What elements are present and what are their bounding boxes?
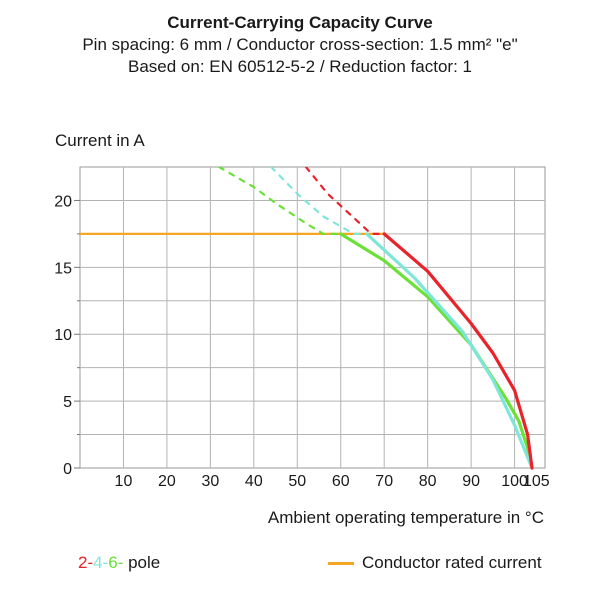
chart-subtitle-2: Based on: EN 60512-5-2 / Reduction facto… [128,57,472,76]
series-2-pole-dashed [304,167,386,235]
legend-pole-suffix: pole [123,553,161,572]
x-tick-label-30: 30 [201,473,219,490]
x-tick-label-105: 105 [523,473,550,490]
series-4-pole-curve [365,232,534,470]
x-tick-label-100: 100 [501,473,528,490]
y-axis-label: Current in A [55,131,145,150]
legend-4-pole: 4- [93,553,109,572]
legend-rated: Conductor rated current [328,553,542,573]
x-axis-label: Ambient operating temperature in °C [267,508,544,527]
x-tick-label-90: 90 [462,473,480,490]
legend-2-pole: 2- [78,553,94,572]
x-tick-label-40: 40 [245,473,263,490]
y-tick-label-20: 20 [54,193,72,210]
chart-title: Current-Carrying Capacity Curve [167,13,433,32]
y-tick-label-15: 15 [54,260,72,277]
series-2-pole-curve [382,232,534,470]
x-tick-label-20: 20 [158,473,176,490]
y-tick-label-0: 0 [63,461,72,478]
legend-rated-swatch [328,561,354,565]
plot-frame [79,166,546,469]
x-tick-label-60: 60 [332,473,350,490]
x-tick-label-50: 50 [288,473,306,490]
x-tick-label-10: 10 [115,473,133,490]
legend-6-pole: 6- [108,553,124,572]
legend-poles: 2-4-6- pole [78,553,160,573]
series-4-pole-dashed [270,167,368,235]
y-tick-label-10: 10 [54,327,72,344]
x-tick-label-80: 80 [419,473,437,490]
chart-subtitle-1: Pin spacing: 6 mm / Conductor cross-sect… [82,35,518,54]
y-tick-label-5: 5 [63,394,72,411]
title-block: Current-Carrying Capacity Curve Pin spac… [0,12,600,78]
legend-rated-label: Conductor rated current [362,553,542,572]
x-tick-label-70: 70 [375,473,393,490]
series-6-pole-curve [339,232,534,470]
